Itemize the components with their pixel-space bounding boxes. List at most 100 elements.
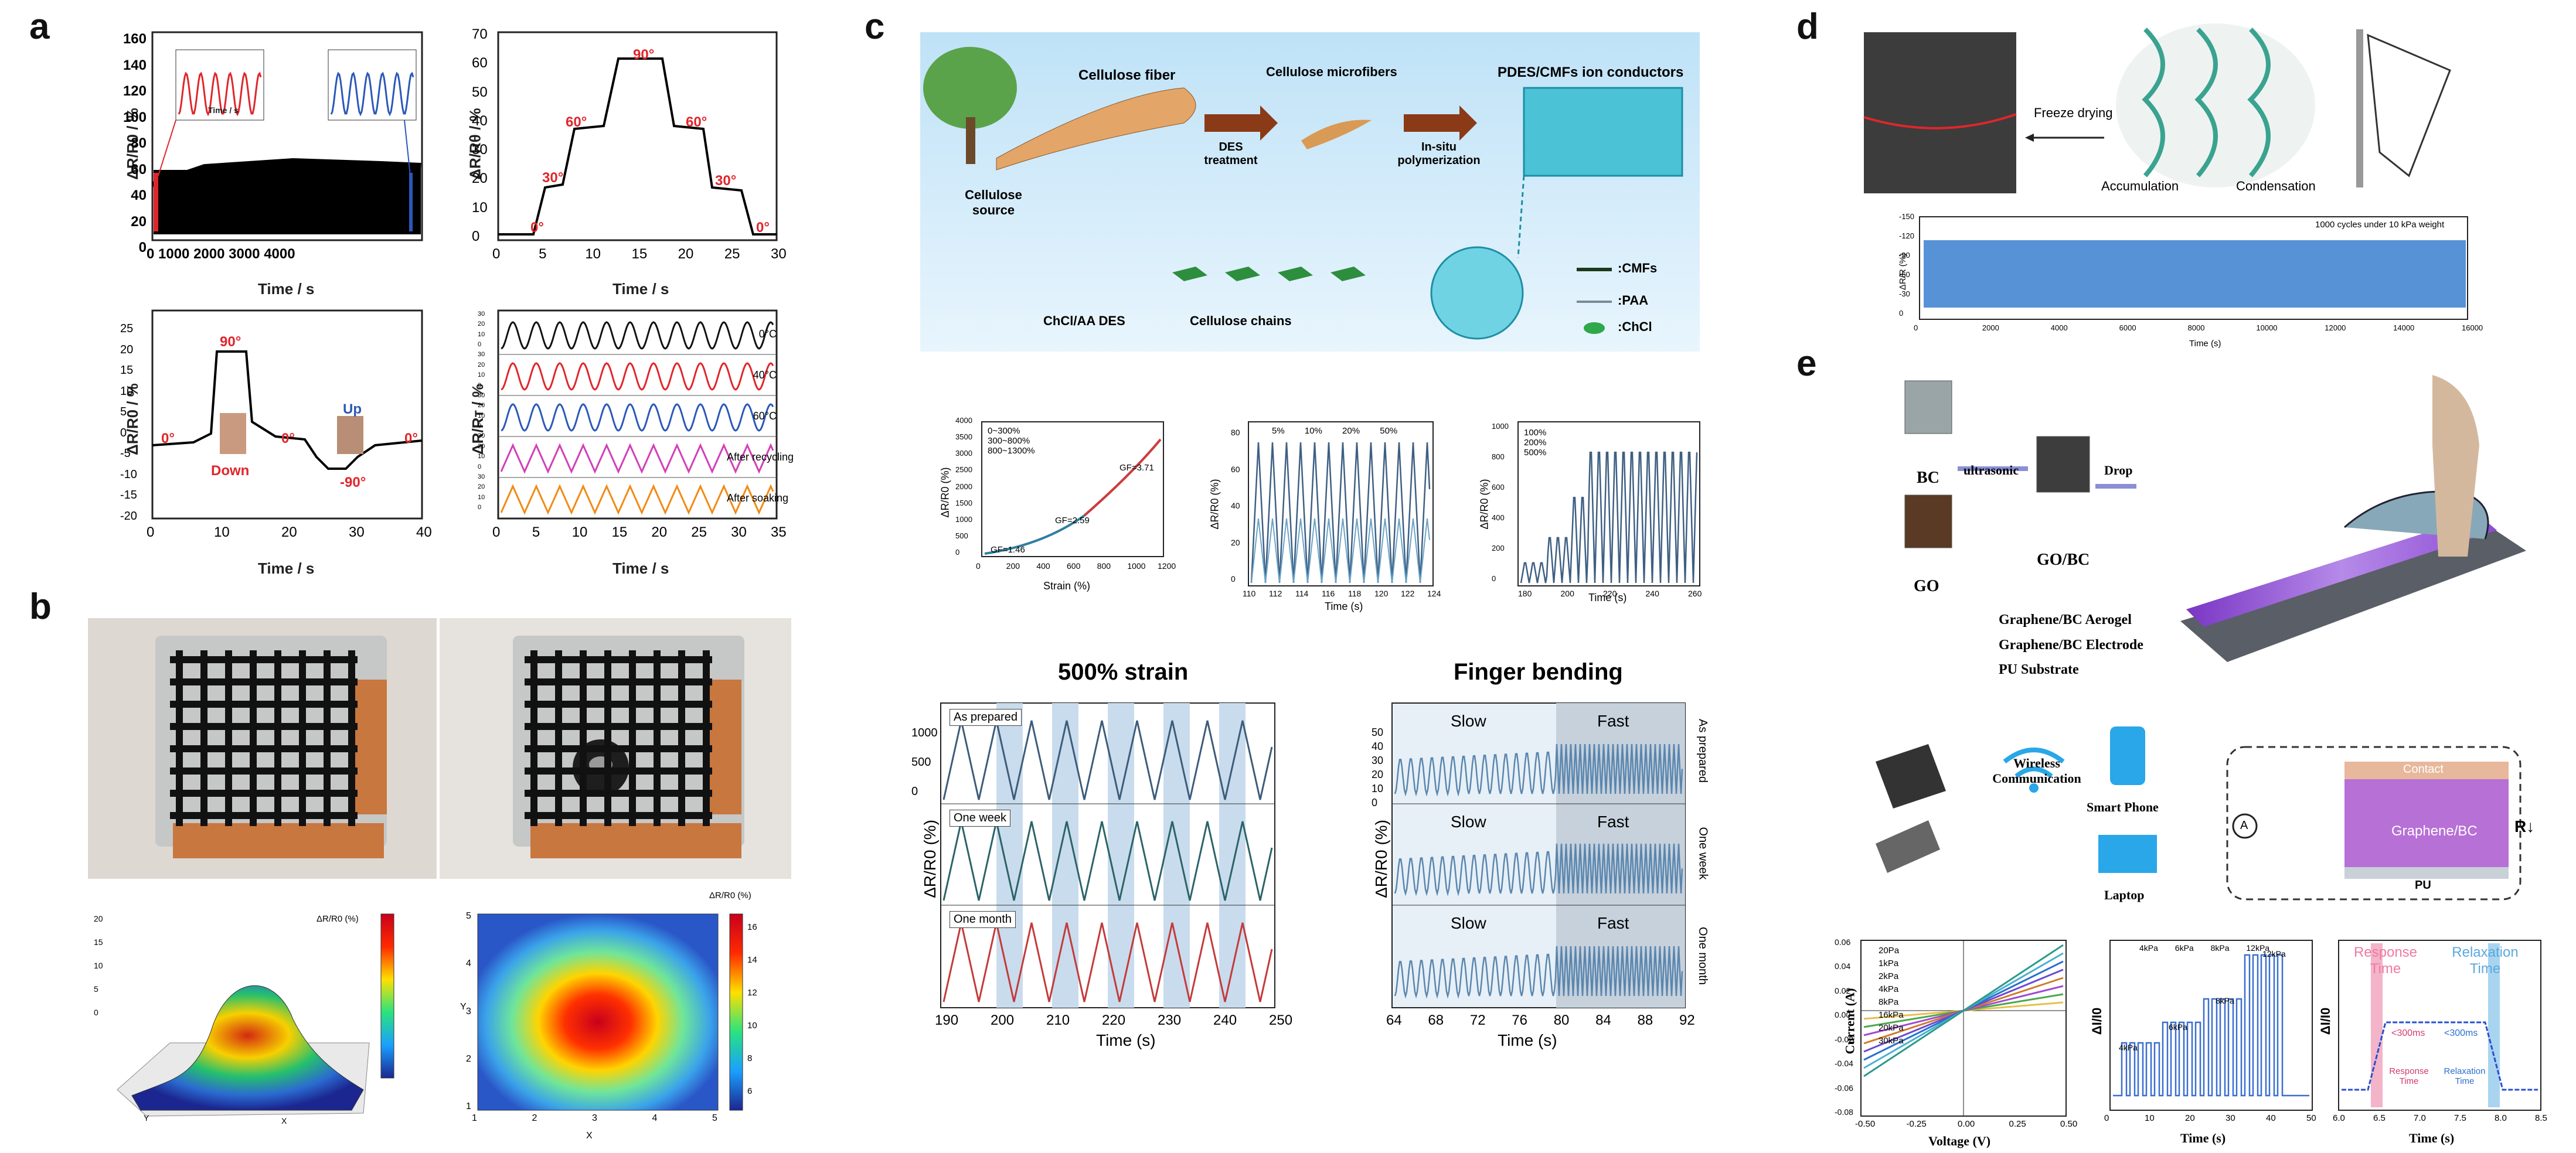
a4-series-labels: 0°C 40°C 60°C After recycling After soaking	[727, 328, 794, 504]
a3-ytick: 15	[120, 364, 134, 377]
c-fiber-label: Cellulose fiber	[1078, 67, 1176, 83]
b-grid-strip	[225, 650, 232, 826]
c-finger-xtick: 92	[1679, 1012, 1695, 1028]
d-freeze-label: Freeze drying	[2034, 105, 2113, 120]
b-surface-xlabel: X	[281, 1116, 287, 1125]
c-leg-chcl: :ChCl	[1618, 319, 1652, 334]
c-zoom-circle	[1430, 246, 1524, 340]
b-surface-ztick: 20	[94, 914, 103, 923]
b-surface-ylabel: Y	[144, 1113, 149, 1123]
c-g3-xtick: 180	[1518, 589, 1532, 598]
a3-ytick: 10	[120, 384, 134, 398]
a3-response-line	[152, 350, 423, 470]
e-iv-ytick: -0.08	[1835, 1107, 1853, 1117]
d-ytick: -120	[1899, 231, 1915, 240]
c-g3-xtick: 200	[1560, 589, 1574, 598]
c-strain-one-week: One week	[950, 810, 1011, 827]
a4-xtick: 25	[691, 524, 707, 540]
c-strain-title: 500% strain	[1058, 659, 1189, 685]
d-ytick: -60	[1899, 270, 1910, 279]
c-g2-xtick: 122	[1401, 589, 1415, 598]
c-strain-as-prepared: As prepared	[950, 709, 1022, 726]
a3-xtick: 10	[214, 524, 230, 540]
b-map-xtick: 4	[652, 1113, 658, 1123]
a3-ytick: -10	[120, 468, 137, 481]
d-cycle-plot	[1919, 216, 2468, 320]
b-grid-strip	[170, 745, 358, 752]
b-grid-strip	[525, 790, 712, 797]
a4-ytick: 0	[478, 341, 482, 349]
b-colorbar-ticks: 16 14 12 10 8 6	[747, 922, 757, 1096]
c-g3-xtick: 260	[1688, 589, 1702, 598]
c-g1-ytick: 1500	[955, 498, 972, 507]
b-grid-strip	[170, 723, 358, 730]
a3-angle-label: 0°	[404, 431, 418, 446]
c-g1-xtick: 800	[1097, 561, 1111, 571]
a3-ytick: 25	[120, 322, 134, 335]
a3-angle-label: 90°	[220, 334, 241, 350]
b-grid-strip	[678, 650, 685, 826]
e-ct-xlabel: Time (s)	[2180, 1131, 2226, 1145]
e-sensor-1	[1876, 744, 1946, 809]
a4-ytick: 20	[478, 320, 485, 328]
c-finger-ytick: 10	[1372, 783, 1384, 794]
c-chains-label: Cellulose chains	[1190, 313, 1292, 328]
c-g2-xtick: 118	[1348, 589, 1362, 598]
d-condensation-label: Condensation	[2236, 179, 2316, 193]
a2-angle-label: 0°	[756, 220, 770, 236]
a2-ytick: 40	[472, 112, 488, 129]
c-arrow-2	[1404, 105, 1477, 141]
c-finger-ytick: 0	[1372, 797, 1378, 809]
a4-xtick: 0	[492, 524, 501, 540]
a1-inset-label: Time / s	[208, 105, 239, 115]
c-graph-2	[1248, 421, 1434, 586]
e-rt-r1: <300ms	[2391, 1028, 2425, 1038]
b-grid-strip	[170, 701, 358, 708]
e-laptop-icon	[2098, 835, 2157, 873]
c-g2-ylabel: ΔR/R0 (%)	[1209, 479, 1221, 530]
c-strain-xlabel: Time (s)	[1096, 1031, 1156, 1049]
c-strain-xtick: 190	[935, 1012, 959, 1028]
a4-ytick: 0	[478, 504, 482, 511]
d-xtick: 0	[1914, 323, 1918, 332]
c-g1-xtick: 200	[1006, 561, 1020, 571]
b-grid-strip	[250, 650, 257, 826]
e-ct-ylabel: ΔI/I0	[2090, 1007, 2105, 1035]
e-graphene-label: Graphene/BC	[2391, 823, 2478, 839]
c-g1-xlabel: Strain (%)	[1043, 580, 1091, 592]
a4-plot	[497, 309, 778, 520]
a4-ytick: 0	[478, 463, 482, 470]
e-ct-xtick: 30	[2225, 1113, 2235, 1123]
c-g1-ytick: 3500	[955, 432, 972, 442]
c-g3-ytick: 200	[1492, 544, 1505, 552]
a1-yticks: 160 140 120 100 80 60 40 20 0	[122, 31, 147, 255]
c-g3-ytick: 400	[1492, 513, 1505, 522]
e-iv-ytick: 0.02	[1835, 985, 1851, 995]
e-ct-xtick: 40	[2266, 1113, 2276, 1123]
e-ct-label: 12kPa	[2262, 949, 2286, 958]
a1-plot	[151, 31, 423, 241]
c-g1-xtick: 0	[976, 561, 981, 571]
a3-down-label: Down	[211, 463, 250, 479]
a2-angle-label: 90°	[633, 47, 655, 63]
e-schematic	[1876, 375, 2526, 900]
c-source-label: Cellulose source	[965, 187, 1022, 217]
c-g2-xlabel: Time (s)	[1325, 601, 1363, 612]
a1-xlabel: Time / s	[258, 280, 315, 298]
c-finger-ylabel: ΔR/R0 (%)	[1372, 820, 1390, 898]
c-finger-ytick: 50	[1372, 726, 1384, 738]
e-go-label: GO	[1914, 577, 1939, 595]
c-strain-band	[996, 703, 1023, 1008]
b-grid-strip	[525, 812, 712, 819]
c-g1-gf2: GF=2.59	[1055, 516, 1090, 526]
e-rt-response-head: Response Time	[2353, 944, 2418, 977]
d-xtick: 8000	[2187, 323, 2205, 332]
d-ytick: -90	[1899, 251, 1910, 260]
c-chcl-label: ChCl/AA DES	[1043, 313, 1125, 328]
a4-xtick: 20	[651, 524, 668, 540]
e-iv-ytick: -0.06	[1835, 1083, 1853, 1093]
a3-xtick: 40	[416, 524, 432, 540]
a4-ytick: 30	[478, 473, 485, 480]
b-grid-strip	[274, 650, 281, 826]
e-iv-xlabel: Voltage (V)	[1928, 1134, 1991, 1148]
